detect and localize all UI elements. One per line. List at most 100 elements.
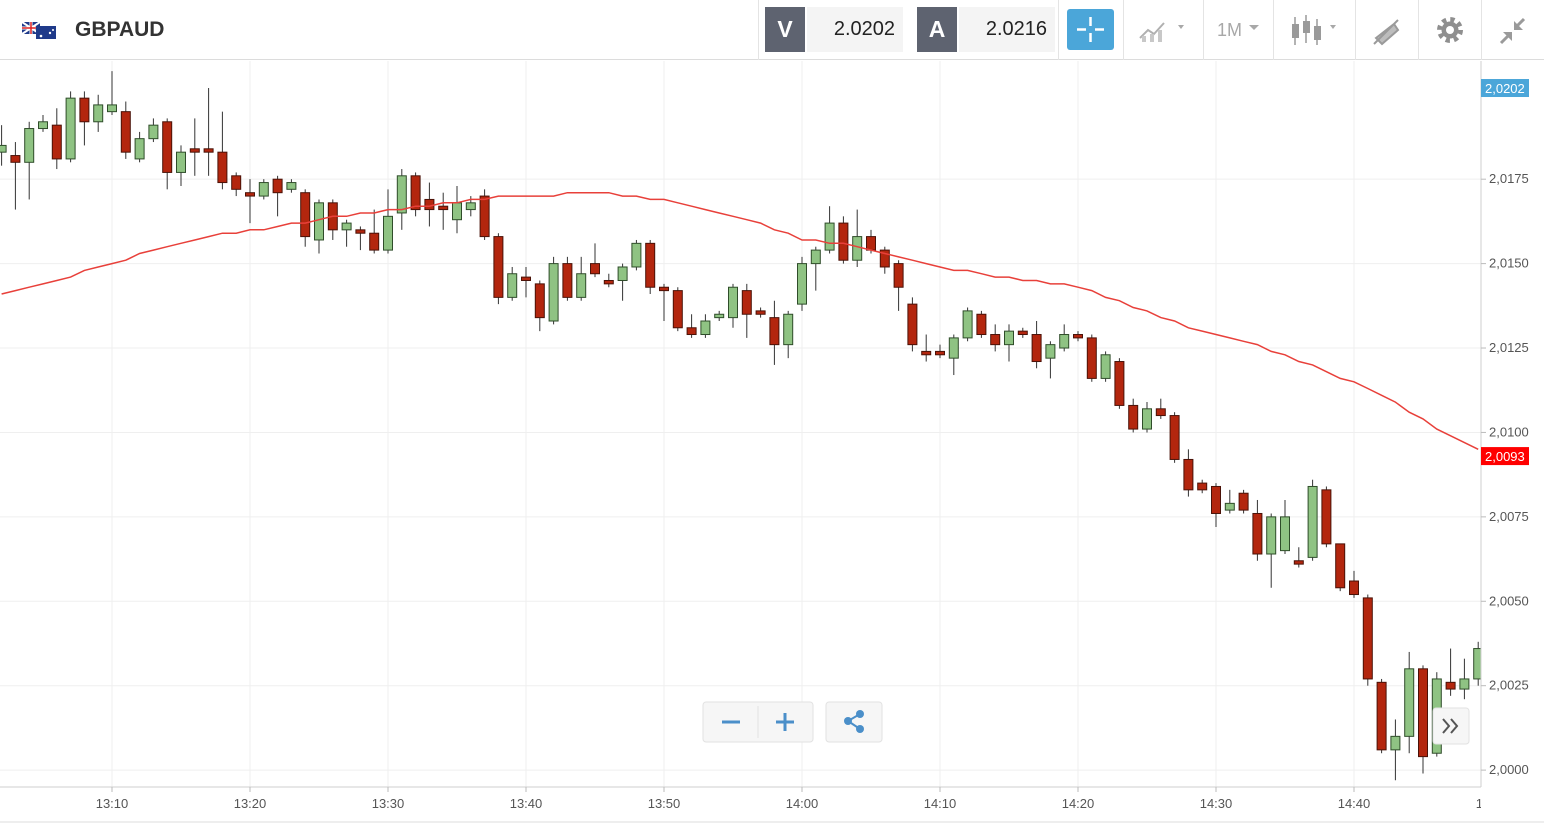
candle-down <box>1445 681 1456 690</box>
candle-up <box>631 242 642 268</box>
dropdown-arrow[interactable] <box>1248 24 1262 32</box>
candle-up <box>617 266 628 281</box>
bid-price[interactable]: 2.0202 <box>807 7 903 52</box>
ask-label[interactable]: A <box>917 7 957 52</box>
x-tick-label: 13:20 <box>234 796 267 811</box>
y-tick-label: 2,0150 <box>1489 256 1529 271</box>
candle-down <box>1086 337 1097 379</box>
share-panel <box>825 701 883 743</box>
candle-up <box>148 124 159 140</box>
candle-down <box>1169 415 1180 460</box>
y-tick-label: 2,0075 <box>1489 509 1529 524</box>
candle-up <box>507 273 518 298</box>
candle-down <box>1128 404 1139 430</box>
candle-up <box>1390 735 1401 751</box>
x-tick-label: 14:00 <box>786 796 819 811</box>
candle-down <box>245 192 255 197</box>
candle-down <box>1349 580 1359 596</box>
candle-down <box>493 236 504 298</box>
candle-down <box>438 205 449 211</box>
candle-down <box>590 263 600 275</box>
candle-down <box>893 263 904 288</box>
candle-down <box>1321 489 1332 545</box>
candle-down <box>79 97 90 123</box>
candle-down <box>976 313 987 336</box>
candle-up <box>1473 648 1481 680</box>
candle-up <box>1307 485 1318 558</box>
candles-button[interactable] <box>1290 14 1346 48</box>
ask-price[interactable]: 2.0216 <box>959 7 1055 52</box>
zoom-controls <box>702 701 1470 745</box>
candle-down <box>300 192 311 238</box>
candle-up <box>548 263 559 322</box>
candle-up <box>24 128 35 163</box>
candle-up <box>452 202 462 221</box>
candle-up <box>948 337 959 359</box>
candle-down <box>10 155 21 163</box>
candle-down <box>189 148 200 153</box>
candle-down <box>1362 597 1373 680</box>
x-tick-label: 13:40 <box>510 796 543 811</box>
candle-down <box>355 229 366 234</box>
candle-down <box>1335 543 1346 589</box>
candle-down <box>1211 485 1221 514</box>
candle-down <box>741 290 752 315</box>
candle-down <box>1238 492 1249 511</box>
candle-up <box>1224 502 1235 511</box>
candle-up <box>396 175 407 214</box>
axes-layer: 2,0000 2,0025 2,0050 2,0075 2,0100 2,0125 2,01… <box>0 61 1544 823</box>
candle-up <box>824 222 835 251</box>
grid-layer <box>0 61 1481 787</box>
candle-down <box>272 178 283 194</box>
candle-up <box>783 313 794 346</box>
candle-up <box>65 97 76 160</box>
candle-up <box>314 202 324 241</box>
candle-down <box>1293 560 1304 565</box>
candle-down <box>990 334 1001 346</box>
candle-up <box>576 273 587 298</box>
candle-down <box>424 198 435 211</box>
y-tick-label: 2,0025 <box>1489 678 1529 693</box>
candle-down <box>369 232 380 251</box>
candle-up <box>341 222 352 231</box>
candle-up <box>714 313 725 319</box>
marks-layer <box>0 71 1481 781</box>
x-tick-label: 14:50 <box>1476 796 1509 811</box>
zoom-in-button[interactable] <box>776 713 794 731</box>
candle-up <box>107 104 117 113</box>
candle-down <box>217 151 228 184</box>
candle-up <box>1004 330 1014 346</box>
candle-down <box>659 286 669 292</box>
candle-down <box>755 310 766 315</box>
candle-down <box>120 111 131 153</box>
candle-up <box>383 215 393 251</box>
candle-up <box>810 249 821 265</box>
moving-average <box>1 191 1479 450</box>
candle-down <box>672 290 683 329</box>
draw-button[interactable] <box>1372 16 1402 46</box>
price-label: 2,0093 <box>1485 449 1525 464</box>
y-tick-label: 2,0100 <box>1489 424 1529 439</box>
chart-type-button[interactable] <box>1138 18 1194 44</box>
x-tick-label: 14:40 <box>1338 796 1371 811</box>
crosshair-button[interactable] <box>1067 9 1114 50</box>
bid-label[interactable]: V <box>765 7 805 52</box>
scroll-end-button[interactable] <box>1432 707 1470 745</box>
settings-button[interactable] <box>1434 14 1466 46</box>
x-tick-label: 14:30 <box>1200 796 1233 811</box>
share-button[interactable] <box>844 710 864 733</box>
candle-down <box>1017 330 1028 336</box>
collapse-button[interactable] <box>1497 15 1529 47</box>
candle-down <box>51 124 62 160</box>
candle-down <box>1183 458 1194 491</box>
candle-down <box>921 350 932 356</box>
candle-down <box>1114 361 1125 406</box>
candle-up <box>134 138 145 160</box>
candle-down <box>769 317 780 346</box>
price-label-box <box>1481 447 1529 466</box>
timeframe[interactable]: 1M <box>1217 20 1243 40</box>
price-label: 2,0202 <box>1485 81 1525 96</box>
candle-down <box>935 350 945 356</box>
